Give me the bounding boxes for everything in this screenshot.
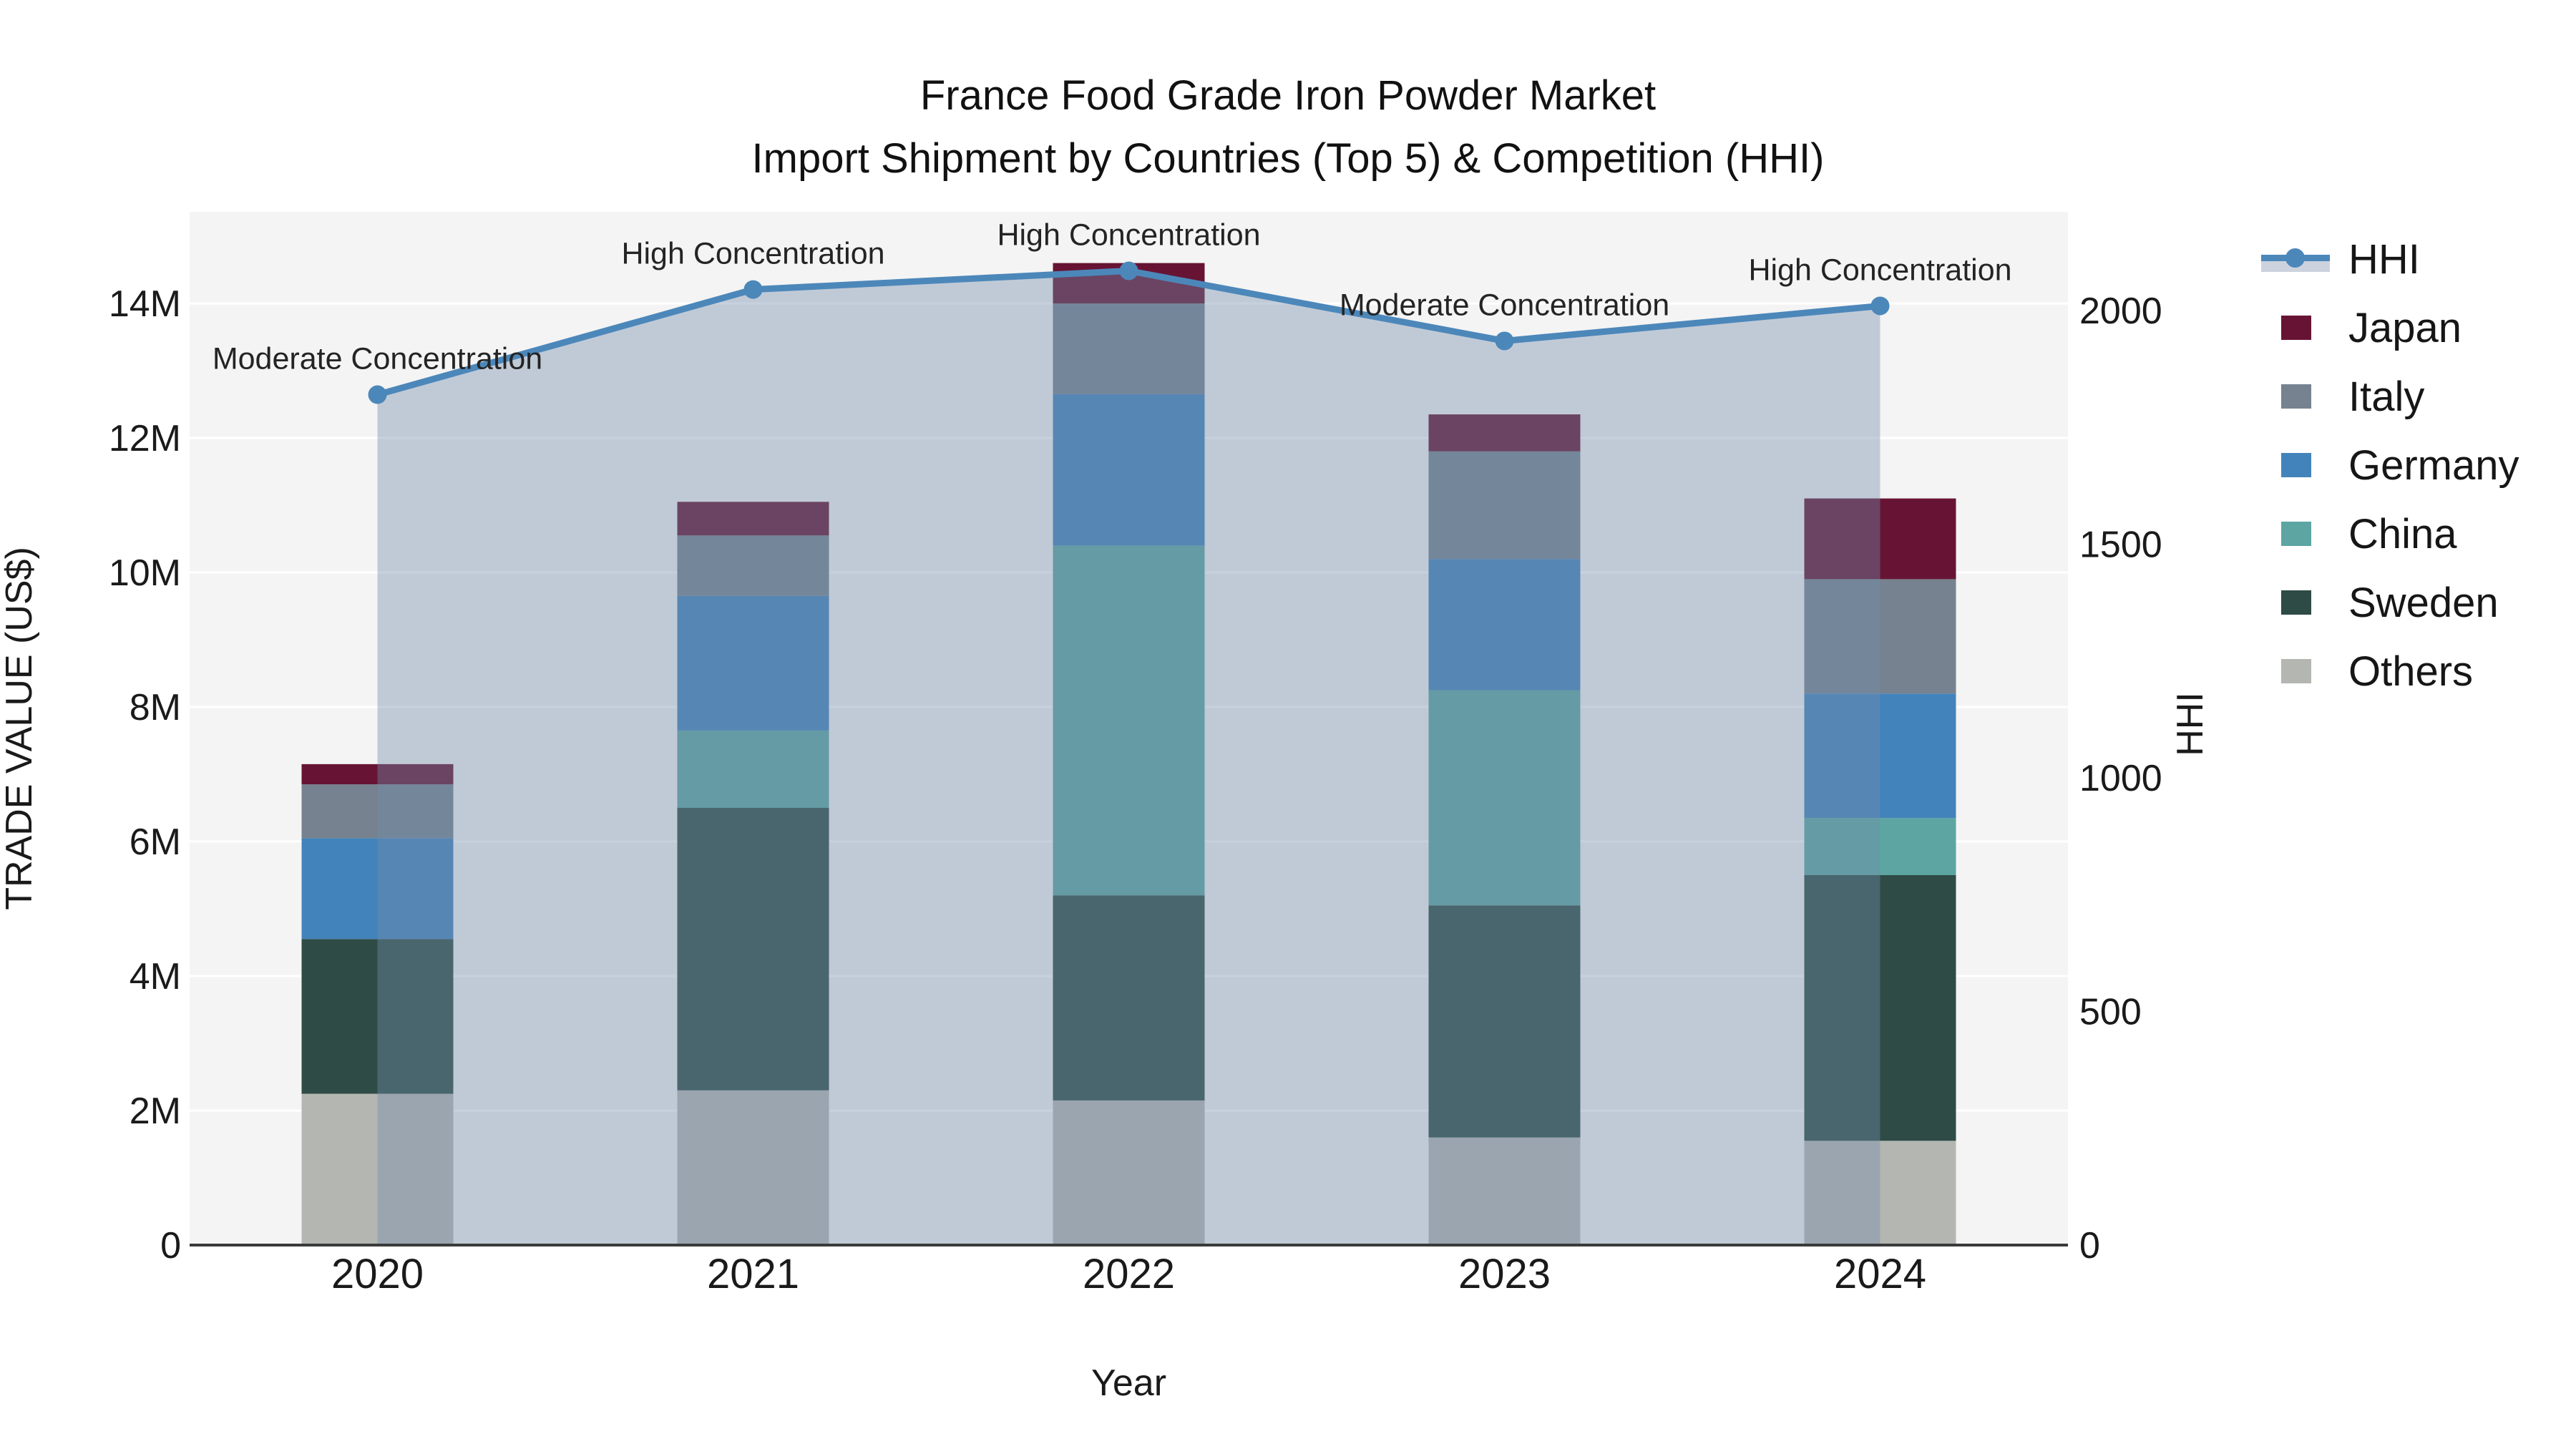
italy-legend-swatch xyxy=(2261,384,2344,409)
bar-segment-2023-germany xyxy=(1428,559,1581,691)
others-legend-swatch xyxy=(2261,659,2344,683)
legend-item-sweden[interactable]: Sweden xyxy=(2261,568,2519,637)
y-right-tick: 500 xyxy=(2079,992,2142,1033)
legend-item-hhi[interactable]: HHI xyxy=(2261,225,2519,293)
legend-label: Italy xyxy=(2348,373,2425,420)
legend-label: Others xyxy=(2348,648,2474,695)
bar-segment-2024-sweden xyxy=(1804,875,1956,1141)
y-right-tick: 1000 xyxy=(2079,758,2162,799)
bar-segment-2020-germany xyxy=(301,838,454,940)
bar-segment-2021-others xyxy=(677,1090,829,1245)
legend-label: Sweden xyxy=(2348,579,2499,626)
legend-label: China xyxy=(2348,510,2457,557)
y-left-tick: 8M xyxy=(130,687,181,728)
bar-segment-2021-sweden xyxy=(677,808,829,1091)
hhi-marker-2024 xyxy=(1870,296,1890,316)
bar-segment-2020-italy xyxy=(301,784,454,839)
bar-segment-2023-china xyxy=(1428,690,1581,906)
y-left-tick: 2M xyxy=(130,1091,181,1132)
y-left-axis-title: TRADE VALUE (US$) xyxy=(0,547,40,910)
legend-item-japan[interactable]: Japan xyxy=(2261,293,2519,362)
legend-label: HHI xyxy=(2348,235,2420,283)
legend-item-italy[interactable]: Italy xyxy=(2261,362,2519,431)
y-left-tick: 0 xyxy=(160,1225,181,1267)
y-left-tick: 6M xyxy=(130,821,181,863)
bar-segment-2020-others xyxy=(301,1093,454,1245)
bar-segment-2024-china xyxy=(1804,818,1956,875)
bar-segment-2024-japan xyxy=(1804,498,1956,580)
annotation-2022: High Concentration xyxy=(997,218,1260,252)
y-left-tick: 4M xyxy=(130,956,181,997)
x-axis-title: Year xyxy=(1091,1362,1166,1404)
bar-segment-2024-germany xyxy=(1804,693,1956,819)
bar-segment-2024-italy xyxy=(1804,579,1956,694)
y-right-axis-title: HHI xyxy=(2170,692,2211,756)
bar-segment-2022-italy xyxy=(1053,303,1205,394)
chart-title-line2: Import Shipment by Countries (Top 5) & C… xyxy=(751,135,1825,182)
hhi-area-fill xyxy=(377,270,1880,1245)
hhi-marker-2021 xyxy=(743,280,763,299)
annotation-2020: Moderate Concentration xyxy=(213,342,542,376)
bar-segment-2021-japan xyxy=(677,502,829,536)
bar-segment-2022-china xyxy=(1053,545,1205,896)
china-legend-swatch xyxy=(2261,522,2344,546)
x-tick-2020: 2020 xyxy=(331,1251,424,1297)
legend-item-germany[interactable]: Germany xyxy=(2261,431,2519,499)
y-left-tick: 14M xyxy=(109,283,181,325)
legend-item-china[interactable]: China xyxy=(2261,499,2519,568)
x-tick-2024: 2024 xyxy=(1834,1251,1926,1297)
annotation-2021: High Concentration xyxy=(621,237,884,271)
bar-segment-2020-sweden xyxy=(301,939,454,1094)
legend-label: Germany xyxy=(2348,441,2519,489)
y-right-tick: 2000 xyxy=(2079,291,2162,332)
hhi-legend-swatch xyxy=(2261,243,2344,275)
bar-segment-2023-sweden xyxy=(1428,905,1581,1138)
annotation-2023: Moderate Concentration xyxy=(1340,288,1669,322)
chart-title-line1: France Food Grade Iron Powder Market xyxy=(919,72,1657,119)
y-left-tick: 12M xyxy=(109,418,181,459)
bar-segment-2021-italy xyxy=(677,535,829,596)
bar-segment-2020-japan xyxy=(301,763,454,785)
bar-segment-2022-germany xyxy=(1053,394,1205,546)
hhi-marker-2022 xyxy=(1119,261,1138,280)
bar-segment-2022-sweden xyxy=(1053,895,1205,1101)
bar-segment-2023-japan xyxy=(1428,414,1581,452)
hhi-marker-2020 xyxy=(368,385,387,404)
sweden-legend-swatch xyxy=(2261,590,2344,615)
germany-legend-swatch xyxy=(2261,453,2344,477)
annotation-2024: High Concentration xyxy=(1748,253,2011,287)
bar-segment-2024-others xyxy=(1804,1141,1956,1245)
x-tick-2022: 2022 xyxy=(1083,1251,1175,1297)
x-tick-2021: 2021 xyxy=(707,1251,799,1297)
legend-item-others[interactable]: Others xyxy=(2261,637,2519,706)
bar-segment-2023-italy xyxy=(1428,451,1581,560)
legend-label: Japan xyxy=(2348,304,2462,351)
bar-segment-2021-china xyxy=(677,730,829,808)
y-left-tick: 10M xyxy=(109,552,181,594)
hhi-marker-2023 xyxy=(1495,331,1514,351)
x-tick-2023: 2023 xyxy=(1458,1251,1551,1297)
y-right-tick: 1500 xyxy=(2079,525,2162,566)
bar-segment-2021-germany xyxy=(677,595,829,731)
y-right-tick: 0 xyxy=(2079,1225,2100,1267)
legend: HHI Japan Italy Germany China Sweden Others xyxy=(2261,225,2519,706)
bar-segment-2023-others xyxy=(1428,1137,1581,1245)
japan-legend-swatch xyxy=(2261,316,2344,340)
bar-segment-2022-others xyxy=(1053,1100,1205,1245)
